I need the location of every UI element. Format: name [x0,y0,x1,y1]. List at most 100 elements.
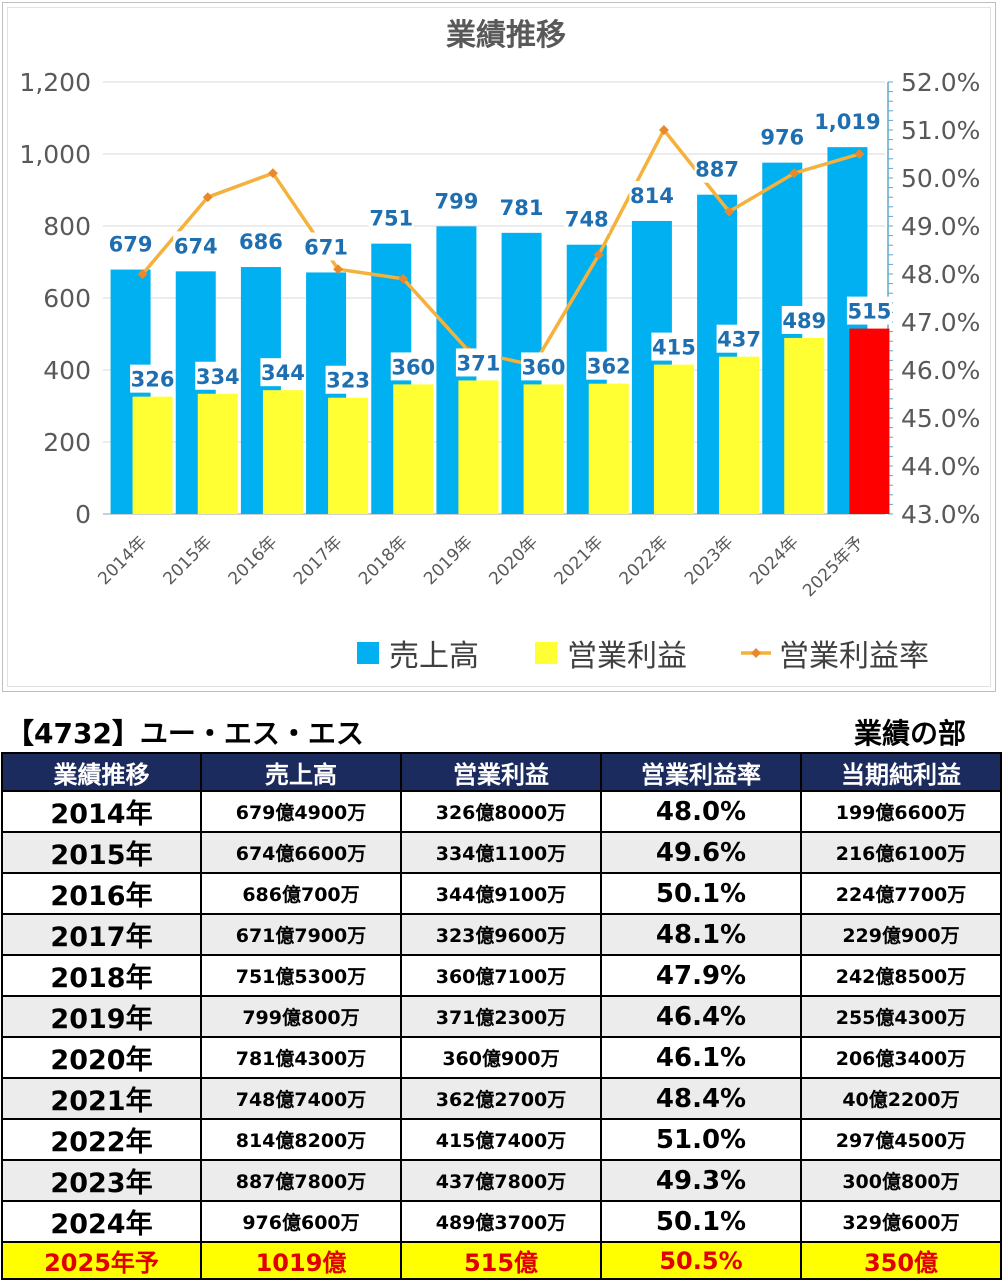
data-label-bg [846,296,892,325]
cell-operating-profit: 360億900万 [400,1036,602,1079]
data-label-bg [173,231,219,260]
y-tick-label: 400 [43,356,91,385]
data-label-bg [455,348,501,377]
data-label-bg [716,324,762,353]
cell-net-income: 297億4500万 [800,1118,1002,1161]
data-label-bg [195,361,241,390]
cell-operating-margin: 48.1% [600,913,802,956]
cell-operating-margin: 47.9% [600,954,802,997]
x-tick-label: 2025年予 [799,532,868,601]
cell-operating-margin: 50.1% [600,1200,802,1243]
data-label-sales: 976 [760,126,804,150]
y-tick-label: 0 [75,500,91,529]
cell-operating-profit: 323億9600万 [400,913,602,956]
point-operating-margin [724,206,735,217]
cell-sales: 751億5300万 [200,954,402,997]
y2-tick-label: 46.0% [901,356,980,385]
table-row: 2024年 976億600万 489億3700万 50.1% 329億600万 [1,1200,1002,1243]
data-label-operating-profit: 360 [391,355,435,379]
cell-year: 2025年予 [1,1241,202,1280]
data-label-bg [325,365,371,394]
cell-year: 2020年 [1,1036,202,1079]
header-operating-margin: 営業利益率 [600,752,802,792]
x-tick-label: 2014年 [94,532,151,589]
point-operating-margin [333,264,344,275]
y-tick-label: 800 [43,212,91,241]
table-header-row: 業績推移 売上高 営業利益 営業利益率 当期純利益 [1,752,1002,792]
table-row: 2015年 674億6600万 334億1100万 49.6% 216億6100万 [1,831,1002,874]
company-name: 【4732】ユー・エス・エス [6,717,364,750]
x-tick-label: 2023年 [681,532,738,589]
data-label-sales: 748 [565,208,609,232]
data-label-operating-profit: 360 [522,355,566,379]
cell-year: 2019年 [1,995,202,1038]
data-label-operating-profit: 371 [456,351,500,375]
cell-operating-margin: 51.0% [600,1118,802,1161]
cell-net-income: 40億2200万 [800,1077,1002,1120]
bar-operating-profit [132,396,173,514]
y-tick-label: 1,000 [19,140,91,169]
data-label-bg [499,192,545,221]
chart-panel: 業績推移 0 200 400 600 800 1,000 1,200 43.0% 44.0% 45.… [2,2,996,692]
bar-operating-profit [393,384,434,514]
cell-year: 2015年 [1,831,202,874]
x-tick-label: 2015年 [160,532,217,589]
x-tick-label: 2019年 [420,532,477,589]
chart-title: 業績推移 [446,18,566,53]
cell-operating-margin: 50.1% [600,872,802,915]
bar-operating-profit [523,384,564,514]
cell-net-income: 300億800万 [800,1159,1002,1202]
table-body: 2014年 679億4900万 326億8000万 48.0% 199億6600万 201… [1,790,1002,1280]
data-label-operating-profit: 362 [587,355,631,379]
table-row: 2018年 751億5300万 360億7100万 47.9% 242億8500万 [1,954,1002,997]
y-tick-label: 200 [43,428,91,457]
y2-tick-label: 44.0% [901,452,980,481]
cell-sales: 887億7800万 [200,1159,402,1202]
cell-year: 2016年 [1,872,202,915]
legend-swatch-sales [357,642,379,664]
cell-operating-profit: 515億 [400,1241,602,1280]
cell-year: 2014年 [1,790,202,833]
point-operating-margin [267,168,278,179]
cell-year: 2017年 [1,913,202,956]
point-operating-margin [854,149,865,159]
cell-operating-margin: 48.4% [600,1077,802,1120]
data-label-operating-profit: 489 [782,309,826,333]
data-label-bg [433,186,479,215]
line-operating-margin [141,128,860,367]
cell-operating-margin: 46.4% [600,995,802,1038]
cell-sales: 976億600万 [200,1200,402,1243]
cell-operating-margin: 49.6% [600,831,802,874]
point-operating-margin [137,269,148,279]
y2-tick-label: 45.0% [901,404,980,433]
x-tick-label: 2020年 [485,532,542,589]
data-label-sales: 799 [434,189,478,213]
data-label-operating-profit: 326 [131,368,175,392]
bar-operating-profit [784,337,825,514]
bar-operating-profit [588,383,629,514]
header-sales: 売上高 [200,752,402,792]
cell-operating-profit: 371億2300万 [400,995,602,1038]
y2-tick-label: 48.0% [901,260,980,289]
cell-net-income: 350億 [800,1241,1002,1280]
cell-operating-profit: 360億7100万 [400,954,602,997]
cell-year: 2022年 [1,1118,202,1161]
data-label-bg [368,203,414,232]
y2-tick-label: 50.0% [901,164,980,193]
cell-year: 2024年 [1,1200,202,1243]
data-label-operating-profit: 437 [717,328,761,352]
data-label-sales: 686 [239,230,283,254]
cell-operating-profit: 344億9100万 [400,872,602,915]
data-label-bg [694,154,740,183]
table-row: 2021年 748億7400万 362億2700万 48.4% 40億2200万 [1,1077,1002,1120]
point-operating-margin [658,125,669,135]
bar-operating-profit [458,380,499,514]
data-label-operating-profit: 415 [652,336,696,360]
cell-sales: 674億6600万 [200,831,402,874]
bar-operating-profit [328,397,369,514]
cell-operating-profit: 326億8000万 [400,790,602,833]
data-label-bg [260,358,306,387]
y2-tick-label: 52.0% [901,68,980,97]
section-label: 業績の部 [853,717,966,750]
bar-operating-profit [262,390,303,514]
